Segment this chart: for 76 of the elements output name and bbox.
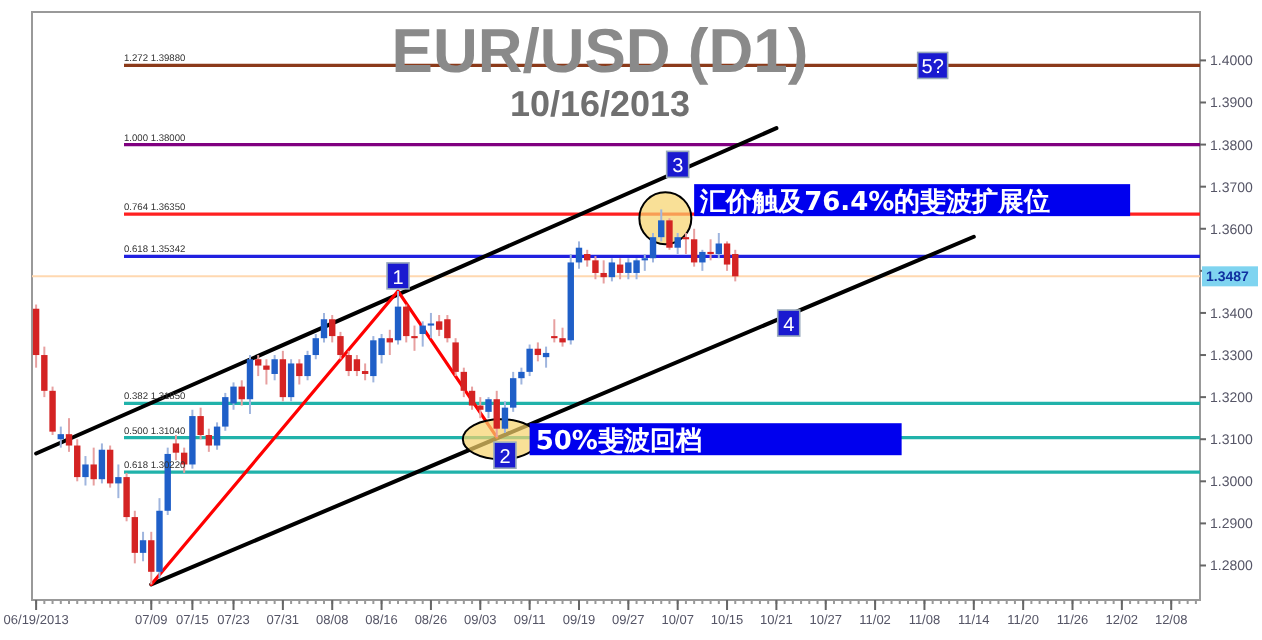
candlestick bbox=[485, 396, 492, 420]
candlestick bbox=[312, 332, 319, 361]
candlestick bbox=[320, 311, 328, 344]
candlestick bbox=[296, 358, 303, 386]
candlestick bbox=[403, 303, 410, 344]
candlestick bbox=[123, 471, 130, 523]
candlestick bbox=[57, 425, 64, 449]
annotation: 1 bbox=[392, 267, 405, 290]
candlestick bbox=[509, 370, 517, 413]
candlestick bbox=[222, 391, 229, 432]
candlestick bbox=[271, 354, 278, 382]
candlestick bbox=[148, 530, 155, 586]
annotation: 4 bbox=[783, 315, 796, 338]
candlestick bbox=[115, 463, 122, 500]
candlestick bbox=[106, 444, 114, 489]
candlestick bbox=[715, 231, 723, 260]
candlestick bbox=[345, 349, 352, 378]
candlestick bbox=[551, 318, 558, 344]
text: 10/16/2013 bbox=[509, 84, 691, 124]
candlestick bbox=[98, 442, 106, 485]
candlestick bbox=[444, 314, 451, 344]
candlestick bbox=[197, 406, 204, 441]
candlestick bbox=[353, 354, 361, 378]
candlestick bbox=[370, 335, 377, 384]
candlestick bbox=[559, 326, 566, 348]
candlestick bbox=[690, 227, 698, 268]
candlestick bbox=[501, 400, 509, 434]
candlestick bbox=[255, 354, 262, 378]
candlestick bbox=[139, 530, 147, 563]
annotation: 50%斐波回档 bbox=[535, 427, 702, 458]
candlestick bbox=[82, 455, 89, 487]
candlestick bbox=[666, 217, 673, 251]
candlestick bbox=[74, 438, 81, 483]
candlestick bbox=[411, 324, 418, 352]
candlestick bbox=[263, 358, 270, 386]
annotation: 2 bbox=[499, 447, 512, 470]
candlestick bbox=[633, 257, 640, 281]
candlestick bbox=[608, 257, 616, 283]
candlestick bbox=[279, 349, 287, 403]
candlestick bbox=[41, 345, 48, 399]
candlestick bbox=[674, 231, 681, 256]
candlestick bbox=[468, 385, 476, 411]
annotation: 汇价触及76.4%的斐波扩展位 bbox=[698, 186, 1051, 219]
candlestick bbox=[649, 231, 657, 264]
candlestick bbox=[32, 303, 40, 369]
candlestick bbox=[707, 238, 714, 262]
candlestick bbox=[452, 337, 459, 378]
candlestick bbox=[534, 341, 542, 363]
candlestick bbox=[329, 314, 336, 344]
candlestick bbox=[682, 231, 690, 256]
candlestick bbox=[460, 366, 468, 399]
candlestick bbox=[427, 311, 435, 340]
candlestick bbox=[732, 248, 739, 283]
annotation: 3 bbox=[672, 156, 685, 179]
candlestick bbox=[394, 290, 402, 346]
candlestick bbox=[287, 358, 295, 403]
candlestick bbox=[49, 385, 56, 437]
candlestick bbox=[131, 509, 139, 565]
candlestick bbox=[625, 257, 632, 281]
candlestick bbox=[246, 354, 254, 415]
candlestick bbox=[213, 421, 221, 451]
candlestick bbox=[65, 417, 73, 453]
candlestick bbox=[304, 349, 311, 382]
candlestick bbox=[699, 248, 706, 272]
candlestick bbox=[90, 446, 97, 487]
candlestick bbox=[658, 208, 665, 243]
candlestick bbox=[526, 343, 533, 378]
candlestick bbox=[592, 255, 599, 281]
candlestick bbox=[172, 434, 180, 462]
candlestick bbox=[435, 314, 443, 338]
candlestick bbox=[205, 427, 213, 453]
candlestick bbox=[600, 259, 607, 285]
annotation: 5? bbox=[921, 57, 945, 80]
candlestick bbox=[493, 389, 500, 439]
candlestick bbox=[723, 240, 731, 272]
candlestick bbox=[337, 330, 344, 361]
